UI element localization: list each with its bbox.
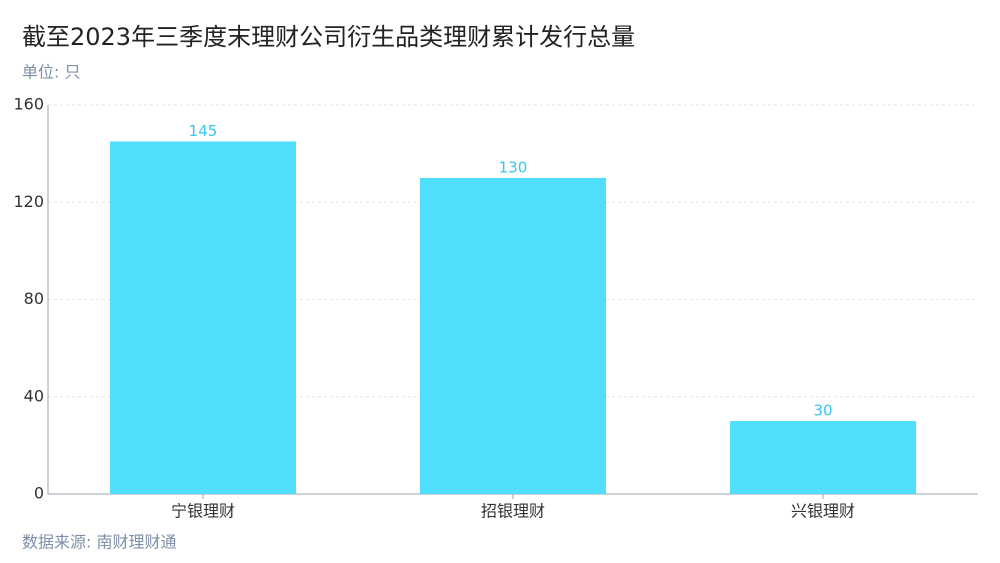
y-tick-label: 0 (34, 484, 44, 503)
y-tick-label: 160 (13, 95, 44, 114)
x-tick-label: 兴银理财 (791, 502, 855, 521)
bar (420, 177, 606, 494)
x-tick-label: 招银理财 (481, 502, 545, 521)
chart-title: 截至2023年三季度末理财公司衍生品类理财累计发行总量 (22, 23, 635, 51)
y-tick-label: 80 (24, 289, 44, 308)
chart-subtitle: 单位: 只 (22, 63, 80, 82)
value-label: 30 (813, 402, 832, 420)
y-tick-label: 120 (13, 192, 44, 211)
value-label: 145 (189, 122, 218, 140)
bar (110, 141, 296, 494)
chart-source: 数据来源: 南财理财通 (22, 533, 176, 552)
bar (730, 421, 916, 494)
x-tick-label: 宁银理财 (171, 502, 235, 521)
value-label: 130 (499, 158, 528, 176)
y-tick-label: 40 (24, 386, 44, 405)
